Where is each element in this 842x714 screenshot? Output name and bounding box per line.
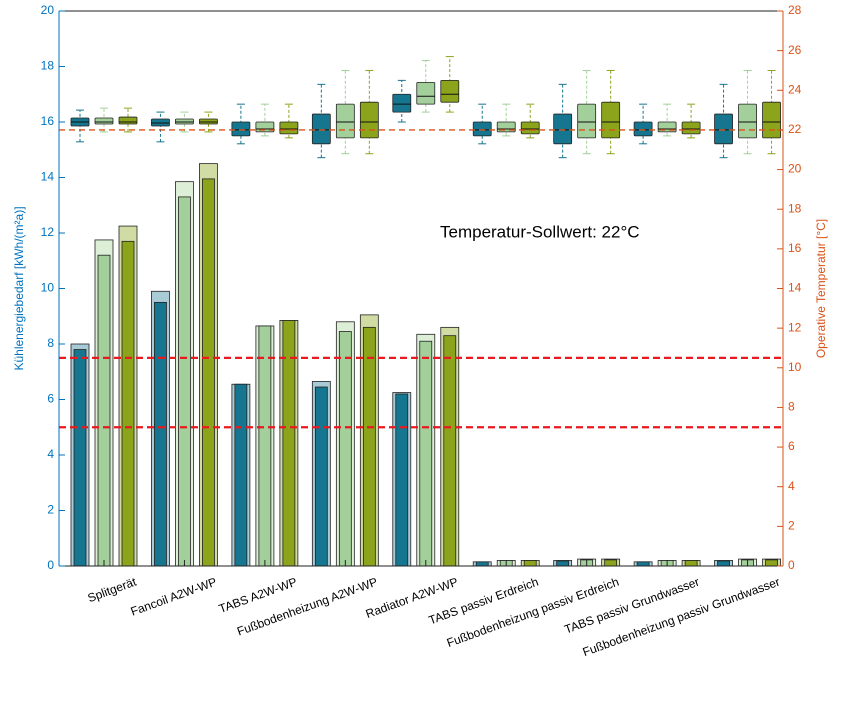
y2-tick-label: 2: [788, 519, 795, 533]
bar: [121, 240, 135, 567]
bar: [362, 326, 376, 567]
bar: [202, 178, 215, 567]
y2-tick-label: 14: [788, 281, 802, 295]
y2-tick-label: 10: [788, 360, 802, 374]
box: [577, 103, 597, 139]
x-tick-label: Fancoil A2W-WP: [129, 575, 219, 619]
x-tick-label: Fußbodenheizung A2W-WP: [235, 575, 379, 639]
y2-tick-label: 28: [788, 3, 802, 17]
box: [633, 121, 653, 137]
box: [714, 113, 733, 145]
box: [94, 117, 114, 125]
y-tick-label: 20: [41, 3, 55, 17]
bar: [154, 301, 167, 567]
box: [472, 121, 492, 137]
box: [311, 113, 331, 145]
box: [738, 103, 757, 139]
bar: [443, 335, 457, 567]
y-tick-label: 2: [47, 503, 54, 517]
bar: [314, 386, 328, 567]
y2-axis-label: Operative Temperatur [°C]: [814, 219, 828, 358]
bar: [419, 340, 433, 567]
bar: [765, 559, 778, 567]
y2-tick-label: 26: [788, 43, 802, 57]
bar: [475, 561, 489, 567]
y2-tick-label: 4: [788, 479, 795, 493]
box: [601, 101, 621, 139]
box: [118, 116, 138, 125]
box: [359, 101, 379, 139]
bar: [395, 393, 409, 567]
y-tick-label: 12: [41, 225, 55, 239]
box: [553, 113, 573, 145]
bar: [523, 560, 537, 567]
bar: [97, 254, 111, 567]
y-tick-label: 8: [47, 336, 54, 350]
bar: [338, 331, 352, 567]
y-tick-label: 14: [41, 170, 55, 184]
y2-tick-label: 8: [788, 400, 795, 414]
y-tick-label: 6: [47, 392, 54, 406]
y-tick-label: 18: [41, 59, 55, 73]
bar: [234, 383, 248, 567]
y-axis-label: Kühlenergiebedarf [kWh/(m²a)]: [12, 206, 26, 370]
bar: [556, 560, 570, 567]
bar: [636, 561, 650, 567]
box: [231, 121, 251, 137]
box: [392, 93, 412, 113]
y-tick-label: 4: [47, 447, 54, 461]
box: [681, 121, 701, 135]
bar: [604, 559, 618, 567]
y2-tick-label: 6: [788, 439, 795, 453]
y2-tick-label: 22: [788, 122, 802, 136]
bar: [178, 196, 191, 567]
y2-tick-label: 0: [788, 558, 795, 572]
box: [279, 121, 299, 135]
y2-tick-label: 12: [788, 320, 802, 334]
box: [440, 79, 460, 103]
bar: [684, 560, 698, 567]
bar: [258, 325, 272, 567]
bar: [73, 349, 87, 567]
y-tick-label: 0: [47, 558, 54, 572]
y2-tick-label: 16: [788, 241, 802, 255]
y2-tick-label: 20: [788, 162, 802, 176]
annotation: Temperatur-Sollwert: 22°C: [440, 222, 640, 241]
x-tick-label: Splitgerät: [86, 574, 139, 605]
bar: [717, 560, 730, 567]
box: [520, 121, 540, 135]
box: [762, 101, 781, 139]
box: [416, 81, 436, 105]
y-tick-label: 10: [41, 281, 55, 295]
box: [335, 103, 355, 139]
y2-tick-label: 18: [788, 201, 802, 215]
y2-tick-label: 24: [788, 82, 802, 96]
y-tick-label: 16: [41, 114, 55, 128]
